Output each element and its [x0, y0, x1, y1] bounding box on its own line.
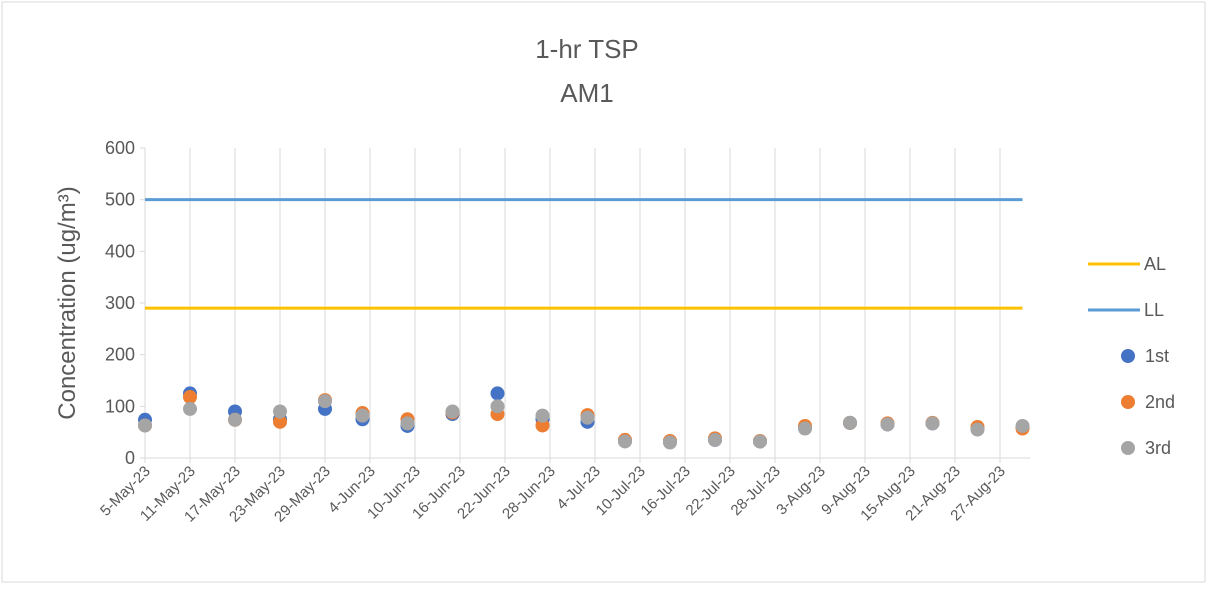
data-point	[228, 412, 242, 427]
data-point	[445, 404, 460, 419]
data-point	[400, 416, 415, 431]
legend-label: LL	[1144, 300, 1164, 320]
data-point	[318, 394, 332, 409]
data-point	[1015, 418, 1030, 433]
data-point	[925, 416, 940, 431]
data-point	[798, 421, 812, 436]
legend-swatch	[1121, 395, 1135, 409]
data-point	[580, 410, 595, 425]
legend-swatch	[1121, 349, 1135, 363]
y-tick-label: 600	[105, 138, 135, 158]
legend-swatch	[1121, 441, 1135, 455]
data-point	[138, 418, 152, 433]
legend-label: AL	[1144, 254, 1166, 274]
chart-title: 1-hr TSP	[535, 34, 639, 64]
legend-label: 3rd	[1145, 438, 1171, 458]
legend-label: 1st	[1145, 346, 1169, 366]
legend-label: 2nd	[1145, 392, 1175, 412]
data-point	[273, 404, 287, 419]
y-tick-label: 0	[125, 448, 135, 468]
data-point	[708, 432, 722, 447]
y-tick-label: 200	[105, 345, 135, 365]
y-axis-label: Concentration (ug/m³)	[54, 186, 81, 419]
data-point	[535, 408, 550, 423]
data-point	[273, 414, 287, 429]
data-point	[880, 417, 895, 432]
data-point	[490, 386, 505, 401]
data-point	[535, 418, 550, 433]
data-point	[753, 434, 767, 449]
data-point	[490, 399, 505, 414]
data-point	[970, 422, 985, 437]
data-point	[355, 408, 370, 423]
data-point	[663, 435, 677, 450]
data-point	[843, 415, 857, 430]
data-point	[183, 390, 197, 405]
y-tick-label: 300	[105, 293, 135, 313]
chart-subtitle: AM1	[560, 78, 613, 108]
y-tick-label: 100	[105, 396, 135, 416]
data-point	[183, 401, 197, 416]
y-tick-label: 400	[105, 241, 135, 261]
data-point	[618, 434, 632, 449]
y-tick-label: 500	[105, 190, 135, 210]
